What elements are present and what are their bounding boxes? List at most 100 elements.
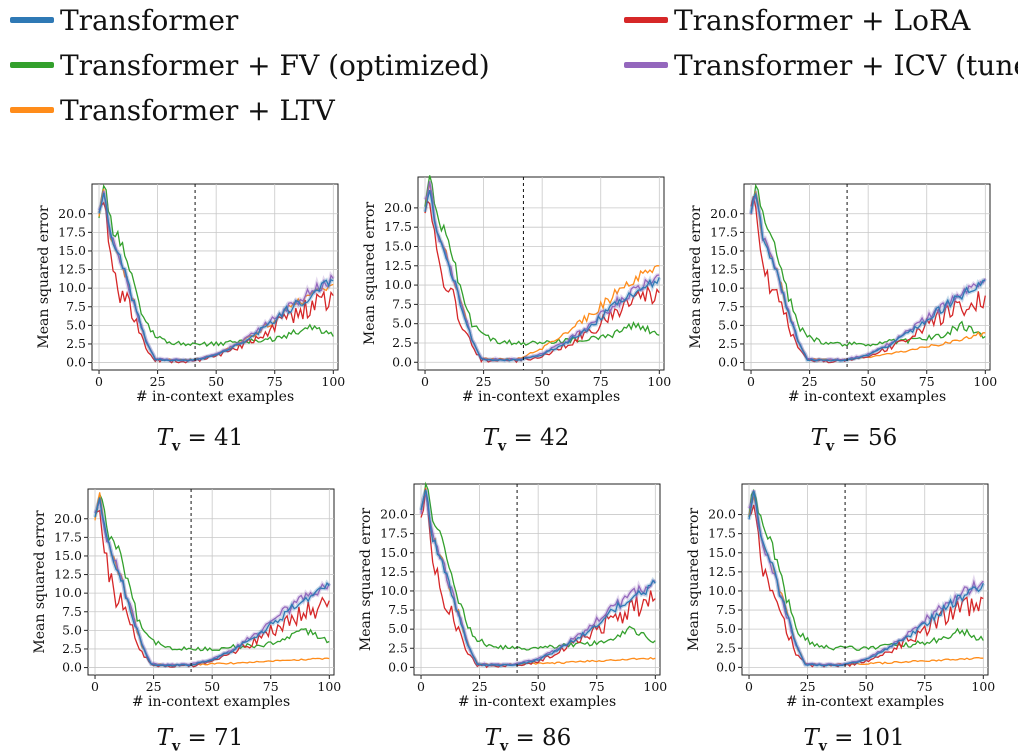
series-line-transformer-lora [98,201,334,364]
x-tick-label: 50 [860,374,876,389]
x-tick-label: 50 [534,374,550,389]
x-tick-label: 75 [919,374,935,389]
y-tick-label: 17.5 [708,526,736,541]
y-tick-label: 10.0 [708,583,736,598]
x-tick-label: 25 [472,679,488,694]
y-tick-label: 20.0 [380,507,408,522]
series-line-transformer [420,489,656,667]
plot-frame [413,483,661,676]
legend-swatch-fv [10,62,54,68]
y-tick-label: 7.5 [392,296,412,311]
y-tick-label: 10.0 [54,585,82,600]
y-tick-label: 20.0 [708,507,736,522]
y-tick-label: 7.5 [716,602,736,617]
legend-swatch-transformer [10,17,54,23]
caption-sub: v [500,738,509,755]
legend-item-fv: Transformer + FV (optimized) [10,48,490,82]
chart-panel-4: 0.0 2.5 5.0 7.5 10.0 12.5 15.0 17.5 20.0 0 25 50 75 1… [32,488,341,710]
x-tick-label: 75 [267,374,283,389]
x-tick-label: 50 [530,679,546,694]
y-tick-label: 10.0 [58,280,86,295]
y-tick-label: 2.5 [388,640,408,655]
y-tick-label: 10.0 [710,280,738,295]
series-line-transformer [750,192,986,362]
y-tick-label: 7.5 [66,299,86,314]
y-tick-label: 15.0 [708,545,736,560]
x-tick-label: 50 [208,374,224,389]
caption-sub: v [172,438,181,455]
y-tick-label: 0.0 [62,660,82,675]
x-tick-label: 25 [802,374,818,389]
caption-value: 41 [214,425,244,451]
x-axis-label: # in-context examples [462,389,620,405]
x-tick-label: 100 [647,374,671,389]
y-tick-label: 17.5 [384,219,412,234]
y-tick-label: 20.0 [54,511,82,526]
x-tick-label: 0 [91,679,99,694]
x-tick-label: 75 [917,679,933,694]
y-tick-label: 20.0 [384,200,412,215]
x-tick-label: 100 [971,679,995,694]
series-line-transformer-fv-optimized- [424,175,660,346]
plot-frame [91,183,339,371]
series-line-transformer-icv-tuned- [424,181,660,361]
y-tick-label: 5.0 [66,317,86,332]
chart-panel-5: 0.0 2.5 5.0 7.5 10.0 12.5 15.0 17.5 20.0 0 25 50 75 1… [358,481,667,710]
caption-var: T [156,725,172,751]
x-axis-label: # in-context examples [136,389,294,405]
x-tick-label: 50 [858,679,874,694]
x-tick-label: 75 [263,679,279,694]
y-tick-label: 7.5 [718,299,738,314]
x-axis-label: # in-context examples [458,694,616,710]
caption-sub: v [818,738,827,755]
y-tick-label: 17.5 [54,529,82,544]
y-axis-label: Mean squared error [358,508,374,651]
series-line-transformer-fv-optimized- [750,183,986,347]
y-tick-label: 12.5 [380,564,408,579]
series-line-transformer [98,192,334,362]
caption-6: Tv = 101 [803,725,905,755]
y-tick-label: 7.5 [62,604,82,619]
caption-value: 101 [860,725,905,751]
caption-value: 42 [540,425,570,451]
y-tick-label: 7.5 [388,602,408,617]
caption-5: Tv = 86 [484,725,572,755]
y-tick-label: 5.0 [62,622,82,637]
y-tick-label: 12.5 [58,262,86,277]
legend-swatch-icv [624,62,668,68]
x-tick-label: 100 [317,679,341,694]
y-tick-label: 5.0 [718,317,738,332]
x-tick-label: 100 [643,679,667,694]
legend-item-lora: Transformer + LoRA [624,3,970,37]
x-tick-label: 0 [95,374,103,389]
series-line-transformer-lora [94,509,330,668]
caption-sub: v [172,738,181,755]
caption-var: T [156,425,172,451]
y-tick-label: 15.0 [380,545,408,560]
y-tick-label: 15.0 [54,548,82,563]
y-tick-label: 5.0 [388,621,408,636]
series-line-transformer-lora [420,488,656,669]
legend-label-icv: Transformer + ICV (tuned) [674,48,1018,82]
y-axis-label: Mean squared error [36,205,52,348]
x-tick-label: 100 [321,374,345,389]
caption-var: T [482,425,498,451]
y-tick-label: 2.5 [392,335,412,350]
caption-var: T [484,725,500,751]
series-line-transformer-fv-optimized- [420,481,656,651]
series-line-transformer-lora [748,504,984,668]
y-tick-label: 12.5 [708,564,736,579]
y-axis-label: Mean squared error [688,205,704,348]
y-tick-label: 0.0 [66,355,86,370]
y-tick-label: 20.0 [710,206,738,221]
y-tick-label: 5.0 [716,621,736,636]
chart-panel-6: 0.0 2.5 5.0 7.5 10.0 12.5 15.0 17.5 20.0 0 25 50 75 1… [686,483,995,710]
y-tick-label: 2.5 [66,336,86,351]
caption-var: T [810,425,826,451]
legend-label-fv: Transformer + FV (optimized) [60,48,490,82]
x-tick-label: 25 [146,679,162,694]
y-tick-label: 12.5 [54,567,82,582]
series-line-transformer-fv-optimized- [98,184,334,347]
legend-swatch-ltv [10,107,54,113]
